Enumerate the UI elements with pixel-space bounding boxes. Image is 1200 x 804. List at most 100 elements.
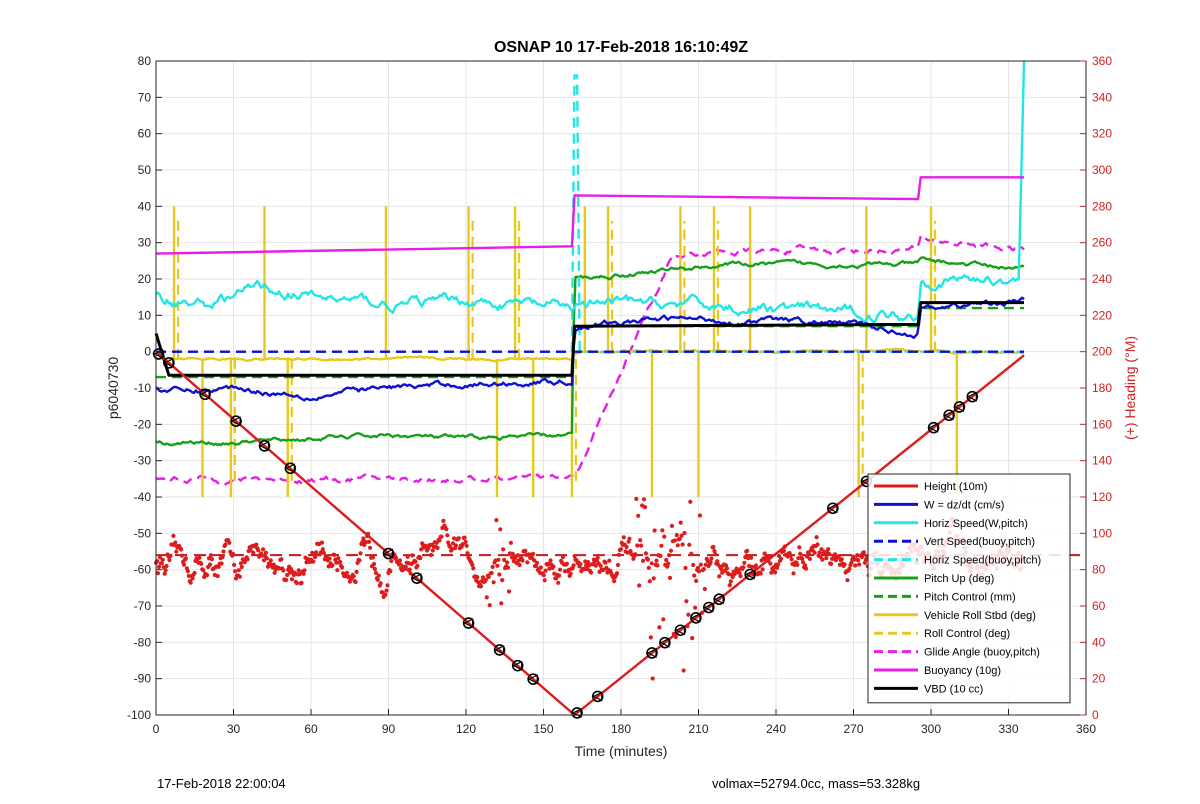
heading-dot xyxy=(738,574,743,579)
heading-dot xyxy=(542,578,547,583)
heading-dot xyxy=(498,527,503,532)
heading-dot xyxy=(857,562,862,567)
heading-dot xyxy=(450,541,456,546)
heading-dot xyxy=(692,573,697,578)
heading-dot xyxy=(730,574,735,580)
heading-dot xyxy=(789,557,794,562)
heading-dot xyxy=(160,557,165,562)
heading-dot xyxy=(289,577,295,582)
y-tick-label: -40 xyxy=(134,490,152,504)
x-tick-label: 210 xyxy=(688,722,708,736)
heading-dot xyxy=(484,595,489,600)
y-tick-label: 10 xyxy=(138,308,152,322)
heading-dot xyxy=(666,561,671,566)
x-tick-label: 60 xyxy=(304,722,318,736)
heading-dot xyxy=(256,548,261,553)
height-marker-arrow xyxy=(943,410,954,421)
heading-dot xyxy=(642,505,648,510)
series-line-0 xyxy=(155,234,1025,487)
footer-volmax-mass: volmax=52794.0cc, mass=53.328kg xyxy=(712,776,920,791)
heading-dot xyxy=(353,579,358,585)
heading-dot xyxy=(439,534,444,539)
heading-dot xyxy=(415,563,420,569)
heading-dot xyxy=(815,542,820,547)
x-axis-label: Time (minutes) xyxy=(575,743,668,759)
heading-dot xyxy=(173,540,178,545)
heading-dot xyxy=(806,551,812,557)
heading-dot xyxy=(319,540,324,545)
y-right-tick-label: 280 xyxy=(1092,199,1112,213)
heading-dot xyxy=(208,553,214,558)
heading-dot xyxy=(688,499,693,504)
heading-dot xyxy=(220,555,225,560)
heading-dot xyxy=(321,550,326,555)
legend-label: Pitch Control (mm) xyxy=(924,591,1016,603)
heading-dot xyxy=(164,563,169,569)
heading-dot xyxy=(560,554,566,560)
y-tick-label: -20 xyxy=(134,417,152,431)
heading-dot xyxy=(190,576,195,581)
heading-dot xyxy=(279,557,284,562)
heading-dot xyxy=(505,560,510,565)
heading-dot xyxy=(634,496,639,501)
heading-dot xyxy=(660,528,665,533)
heading-dot xyxy=(215,573,220,579)
x-tick-label: 300 xyxy=(921,722,941,736)
heading-dot xyxy=(727,583,732,588)
heading-dot xyxy=(330,563,335,568)
legend-label: Buoyancy (10g) xyxy=(924,665,1001,677)
x-tick-label: 180 xyxy=(611,722,631,736)
heading-dot xyxy=(179,547,184,552)
heading-dot xyxy=(489,570,494,576)
y-right-tick-label: 180 xyxy=(1092,381,1112,395)
heading-dot xyxy=(649,561,654,566)
y-right-tick-label: 300 xyxy=(1092,163,1112,177)
heading-dot xyxy=(713,552,718,557)
heading-dot xyxy=(456,536,461,541)
x-tick-label: 330 xyxy=(998,722,1018,736)
heading-dot xyxy=(571,563,576,568)
heading-dot xyxy=(463,539,468,545)
heading-dot xyxy=(760,567,765,572)
legend: Height (10m) W = dz/dt (cm/s) Horiz Speed(… xyxy=(867,473,1071,704)
y-right-axis-label: (+) Heading (°M) xyxy=(1122,336,1138,440)
heading-dot xyxy=(847,566,852,571)
heading-dot xyxy=(435,545,440,551)
heading-dot xyxy=(239,564,244,570)
heading-dot xyxy=(371,561,377,567)
heading-dot xyxy=(638,538,643,543)
heading-dot xyxy=(715,559,720,564)
heading-dot xyxy=(437,538,442,543)
height-marker-arrow xyxy=(527,674,538,685)
height-marker-arrow xyxy=(713,594,724,605)
heading-dot xyxy=(593,563,598,568)
heading-dot xyxy=(301,571,306,576)
y-tick-label: 70 xyxy=(138,90,152,104)
heading-dot xyxy=(502,557,507,563)
heading-dot xyxy=(159,561,164,566)
heading-dot xyxy=(261,547,266,552)
x-tick-label: 90 xyxy=(382,722,396,736)
heading-dot xyxy=(709,556,714,561)
heading-dot xyxy=(157,555,162,560)
height-marker-arrow xyxy=(827,503,838,514)
heading-dot xyxy=(682,530,687,536)
heading-dot xyxy=(181,562,187,567)
heading-dot xyxy=(768,561,773,566)
heading-dot xyxy=(231,552,236,557)
heading-dot xyxy=(162,571,167,576)
heading-dot xyxy=(248,548,253,553)
heading-dot xyxy=(410,553,415,558)
heading-dot xyxy=(499,601,504,606)
heading-dot xyxy=(495,563,500,568)
heading-dot xyxy=(478,584,484,589)
heading-dot xyxy=(568,571,573,576)
heading-dot xyxy=(271,562,276,567)
y-tick-label: -50 xyxy=(134,526,152,540)
heading-dot xyxy=(758,571,763,576)
heading-dot xyxy=(548,558,553,563)
heading-dot xyxy=(586,560,591,565)
heading-dot xyxy=(335,568,340,573)
heading-dot xyxy=(639,543,644,548)
heading-dot xyxy=(232,562,237,568)
